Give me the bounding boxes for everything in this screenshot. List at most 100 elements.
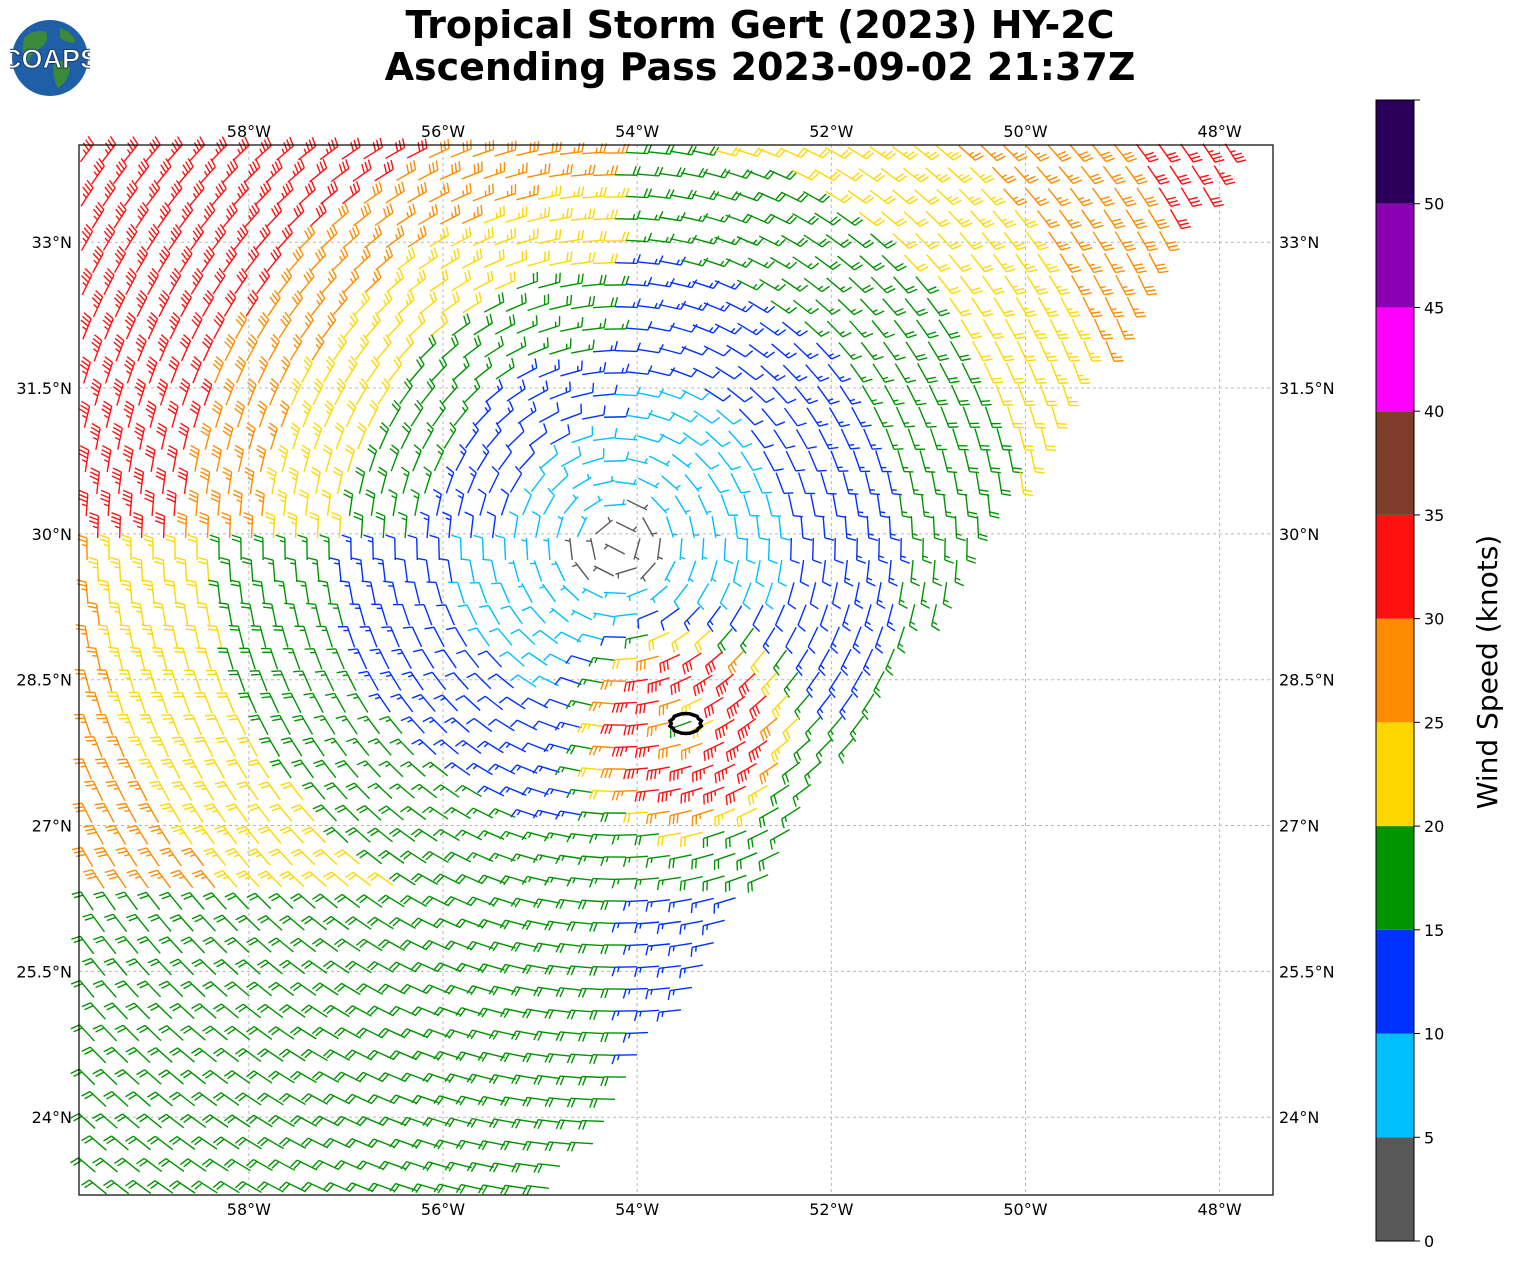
wind-barb — [213, 1003, 239, 1019]
wind-barb — [175, 556, 188, 583]
wind-barb — [267, 1026, 295, 1040]
wind-barb — [169, 914, 194, 932]
colorbar-segment — [1376, 1033, 1414, 1138]
wind-barb — [211, 180, 227, 206]
wind-barb — [345, 871, 372, 887]
wind-barb — [92, 1157, 118, 1173]
wind-barb — [230, 579, 244, 604]
wind-barb — [494, 314, 516, 335]
wind-barb — [190, 223, 204, 251]
wind-barb — [994, 340, 1015, 362]
wind-barb — [228, 624, 245, 648]
wind-barb — [543, 487, 555, 515]
wind-barb — [450, 182, 472, 203]
wind-barb — [125, 1091, 151, 1107]
wind-barb — [432, 488, 443, 516]
wind-barb — [516, 271, 539, 290]
wind-barb — [949, 297, 972, 317]
wind-barb — [177, 467, 189, 494]
wind-barb — [815, 342, 841, 360]
wind-barb — [268, 333, 280, 361]
wind-barb — [825, 190, 853, 204]
wind-barb — [519, 444, 536, 470]
wind-barb — [544, 1097, 572, 1108]
wind-barb — [565, 655, 593, 664]
wind-barb — [396, 247, 416, 271]
wind-barb — [881, 254, 907, 272]
wind-barb — [716, 409, 742, 425]
wind-barb — [811, 537, 822, 564]
wind-barb — [937, 232, 962, 250]
wind-barb — [125, 1046, 151, 1064]
wind-barb — [326, 648, 345, 670]
wind-barb — [771, 694, 789, 720]
wind-barb — [1058, 209, 1082, 229]
wind-barb — [114, 980, 139, 998]
wind-barb — [236, 781, 259, 801]
wind-barb — [486, 422, 502, 448]
wind-barb — [385, 225, 405, 249]
wind-barb — [763, 451, 784, 472]
wind-barb — [114, 1157, 141, 1173]
wind-barb — [312, 848, 338, 865]
wind-barb — [821, 560, 832, 587]
wind-barb — [1213, 165, 1236, 186]
wind-barb — [445, 466, 455, 494]
wind-barb — [626, 588, 648, 602]
wind-barb — [398, 334, 415, 360]
wind-barb — [577, 811, 605, 821]
colorbar-tick-label: 25 — [1424, 713, 1444, 732]
wind-barb — [625, 276, 653, 287]
wind-barb — [759, 322, 787, 336]
wind-barb — [494, 271, 516, 291]
wind-barb — [388, 827, 416, 843]
wind-barb — [444, 1117, 472, 1128]
wind-barb — [313, 715, 336, 735]
wind-barb — [532, 809, 560, 819]
wind-barb — [702, 830, 725, 848]
wind-barb — [169, 311, 181, 340]
wind-barb — [385, 181, 405, 204]
wind-barb — [549, 251, 573, 266]
wind-barb — [533, 1163, 561, 1174]
wind-barb — [185, 624, 201, 648]
wind-barb — [983, 362, 1004, 384]
wind-barb — [400, 761, 426, 777]
wind-barb — [648, 631, 670, 651]
wind-barb — [747, 257, 776, 269]
wind-barb — [816, 693, 832, 720]
wind-barb — [530, 466, 546, 493]
wind-barb — [467, 627, 490, 647]
wind-barb — [622, 987, 649, 999]
lon-tick-label-top: 58°W — [227, 122, 271, 141]
wind-barb — [367, 738, 392, 756]
wind-barb — [494, 140, 517, 157]
wind-barb — [331, 202, 350, 227]
wind-barb — [859, 255, 885, 271]
wind-barb — [416, 557, 431, 582]
wind-barb — [897, 450, 914, 473]
wind-barb — [848, 277, 874, 294]
wind-barb — [203, 847, 227, 867]
wind-barb — [378, 760, 404, 778]
wind-barb — [1103, 253, 1125, 274]
wind-barb — [488, 985, 516, 996]
wind-barb — [343, 489, 354, 516]
wind-barb — [332, 466, 344, 494]
wind-barb — [378, 1027, 406, 1039]
wind-barb — [528, 423, 548, 447]
wind-barb — [482, 558, 498, 582]
wind-barb — [963, 450, 980, 474]
wind-barb — [290, 848, 316, 866]
wind-barb — [756, 515, 769, 541]
wind-barb — [637, 388, 665, 398]
wind-barb — [1071, 318, 1092, 340]
wind-barb — [241, 557, 254, 583]
wind-barb — [792, 783, 812, 807]
wind-barb — [563, 494, 579, 514]
wind-barb — [245, 1070, 273, 1084]
wind-barb — [192, 825, 215, 845]
wind-barb — [349, 603, 366, 626]
wind-barb — [717, 628, 733, 654]
wind-barb — [477, 650, 503, 668]
